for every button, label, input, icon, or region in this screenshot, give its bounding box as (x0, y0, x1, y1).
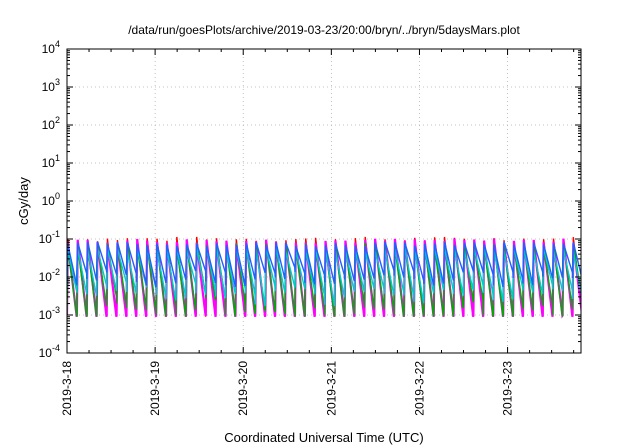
y-axis: 10-4 10-3 10-2 10-1 100 101 102 103 104 (39, 39, 581, 360)
series-line (67, 242, 581, 318)
y-axis-label: cGy/day (16, 177, 31, 225)
y-tick-label: 102 (42, 115, 60, 132)
y-tick-label: 100 (42, 191, 60, 208)
y-tick-label: 10-3 (39, 305, 60, 322)
series-line (67, 241, 581, 288)
grid (67, 49, 581, 353)
y-tick-label: 103 (42, 77, 60, 94)
series-group (67, 236, 581, 319)
y-tick-label: 10-2 (39, 267, 60, 284)
x-tick-label: 2019-3-23 (501, 361, 515, 416)
x-axis: 2019-3-18 2019-3-19 2019-3-20 2019-3-21 2019… (60, 49, 575, 416)
chart-title: /data/run/goesPlots/archive/2019-03-23/2… (128, 23, 520, 37)
y-tick-label: 101 (42, 153, 60, 170)
y-tick-label: 104 (42, 39, 60, 56)
x-tick-label: 2019-3-18 (60, 361, 74, 416)
x-tick-label: 2019-3-21 (324, 361, 338, 416)
x-axis-label: Coordinated Universal Time (UTC) (224, 430, 423, 445)
y-tick-label: 10-1 (39, 229, 60, 246)
x-tick-label: 2019-3-22 (412, 361, 426, 416)
y-tick-label: 10-4 (39, 343, 60, 360)
x-tick-label: 2019-3-20 (236, 361, 250, 416)
x-tick-label: 2019-3-19 (148, 361, 162, 416)
